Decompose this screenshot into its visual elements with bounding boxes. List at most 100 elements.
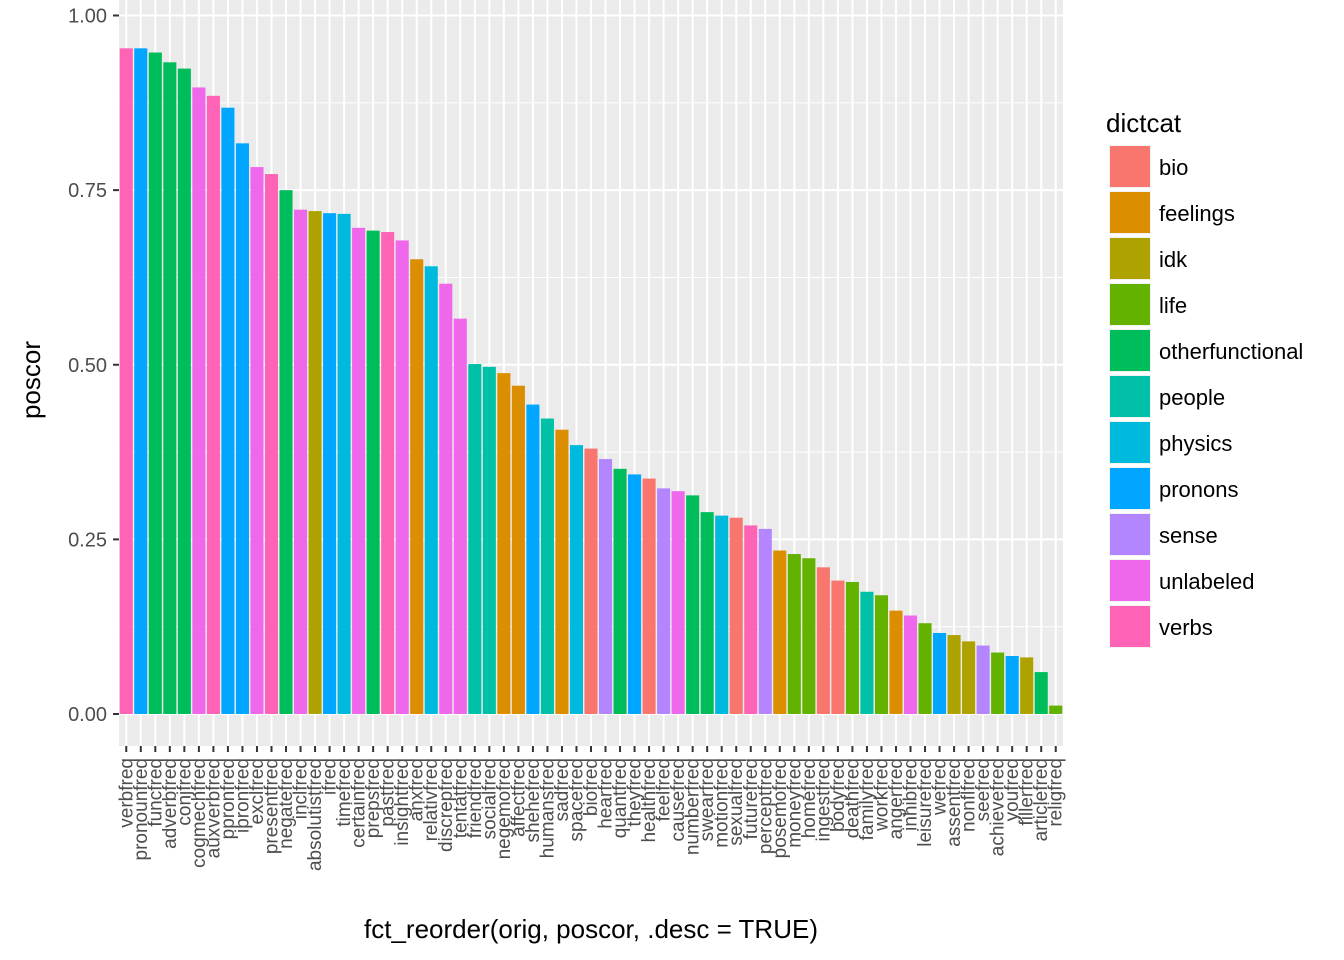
bar-homefreq [802, 558, 816, 714]
legend-label-people: people [1159, 385, 1225, 410]
bar-tentatfreq [453, 318, 467, 714]
legend-swatch-life [1110, 284, 1150, 325]
bars [119, 48, 1063, 715]
x-tick-label: homefreq [799, 758, 820, 838]
bar-auxverbfreq [206, 95, 220, 714]
x-tick-label: fillerfreq [1017, 758, 1038, 826]
bar-futurefreq [744, 525, 758, 714]
legend-label-unlabeled: unlabeled [1159, 569, 1254, 594]
x-tick-label: relativfreq [421, 758, 442, 841]
x-tick-label: anxfreq [407, 758, 428, 821]
x-tick-label: angerfreq [886, 758, 907, 839]
x-tick-label: wefreq [930, 758, 951, 816]
bar-exclfreq [250, 167, 264, 715]
x-tick-label: pronounfreq [131, 758, 152, 860]
bar-articlefreq [1034, 672, 1048, 714]
bar-causefreq [671, 491, 685, 714]
x-tick-label: causefreq [668, 758, 689, 841]
bar-ipronfreq [235, 143, 249, 714]
bar-shehefreq [526, 404, 540, 714]
bar-perceptfreq [758, 528, 772, 714]
x-tick-label: workfreq [871, 758, 892, 832]
bar-anxfreq [410, 259, 424, 714]
y-tick-label: 0.00 [68, 704, 107, 726]
x-tick-label: inclfreq [291, 758, 312, 819]
x-tick-label: leisurefreq [915, 758, 936, 847]
y-axis-title: poscor [16, 341, 46, 419]
x-tick-label: shehefreq [523, 758, 544, 843]
bar-humansfreq [540, 418, 554, 714]
bar-discrepfreq [439, 283, 453, 714]
bar-hearfreq [598, 459, 613, 714]
x-tick-label: moneyfreq [784, 758, 805, 848]
bar-biofreq [584, 448, 598, 714]
bar-inclfreq [294, 209, 308, 715]
bar-funcfreq [148, 52, 162, 714]
x-tick-label: exclfreq [247, 758, 268, 825]
y-tick-label: 0.25 [68, 529, 107, 551]
x-tick-label: nonflfreq [959, 758, 980, 832]
x-tick-label: numberfreq [683, 758, 704, 855]
bar-friendfreq [468, 364, 482, 714]
legend-swatch-physics [1110, 422, 1150, 463]
legend-swatch-feelings [1110, 192, 1150, 233]
bar-pronounfreq [134, 48, 148, 715]
bar-pastfreq [381, 232, 395, 714]
x-tick-label: discrepfreq [436, 758, 457, 852]
bar-verbfreq [119, 48, 133, 715]
x-tick-label: seefreq [973, 758, 994, 821]
legend-label-verbs: verbs [1159, 615, 1213, 640]
x-tick-label: bodyfreq [828, 758, 849, 832]
x-tick-label: swearfreq [697, 758, 718, 841]
x-axis: verbfreqpronounfreqfuncfreqadverbfreqcon… [116, 746, 1067, 871]
x-tick-label: hearfreq [596, 758, 617, 829]
bar-theyfreq [628, 474, 642, 714]
bar-absolutistfreq [308, 211, 322, 714]
bar-sadfreq [555, 429, 569, 714]
x-tick-label: feelfreq [654, 758, 675, 821]
x-tick-label: pastfreq [378, 758, 399, 827]
bar-prepsfreq [366, 230, 380, 714]
x-tick-label: familyfreq [857, 758, 878, 840]
legend-swatch-idk [1110, 238, 1150, 279]
bar-adverbfreq [163, 62, 177, 714]
legend-label-feelings: feelings [1159, 201, 1235, 226]
bar-presentfreq [264, 174, 279, 714]
bar-leisurefreq [918, 623, 932, 714]
bar-numberfreq [686, 495, 700, 714]
bar-socialfreq [482, 366, 496, 714]
x-tick-label: motionfreq [712, 758, 733, 848]
x-tick-label: posemofreq [770, 758, 791, 858]
x-tick-label: theyfreq [625, 758, 646, 827]
legend-swatch-people [1110, 376, 1150, 417]
legend-label-otherfunctional: otherfunctional [1159, 339, 1303, 364]
x-tick-label: verbfreq [116, 758, 137, 828]
bar-angerfreq [889, 610, 903, 714]
bar-sexualfreq [729, 517, 743, 714]
x-tick-label: assentfreq [944, 758, 965, 847]
legend-swatch-otherfunctional [1110, 330, 1150, 371]
x-tick-label: insightfreq [392, 758, 413, 846]
bar-ppronfreq [221, 107, 235, 714]
bar-affectfreq [511, 385, 525, 714]
x-tick-label: presentfreq [261, 758, 282, 854]
bar-insightfreq [395, 240, 409, 715]
x-tick-label: futurefreq [741, 758, 762, 839]
x-tick-label: auxverbfreq [203, 758, 224, 858]
x-tick-label: sexualfreq [726, 758, 747, 846]
x-tick-label: spacefreq [566, 758, 587, 841]
bar-nonflfreq [962, 641, 976, 714]
x-tick-label: socialfreq [479, 758, 500, 839]
bar-religfreq [1049, 705, 1063, 714]
legend-swatch-sense [1110, 514, 1150, 555]
bar-negemofreq [497, 373, 511, 714]
bar-inhibfreq [903, 615, 918, 714]
x-tick-label: healthfreq [639, 758, 660, 843]
legend-label-pronons: pronons [1159, 477, 1239, 502]
legend-label-life: life [1159, 293, 1187, 318]
bar-seefreq [976, 645, 990, 714]
legend-label-idk: idk [1159, 247, 1188, 272]
x-tick-label: humansfreq [537, 758, 558, 858]
bar-relativfreq [424, 266, 438, 714]
